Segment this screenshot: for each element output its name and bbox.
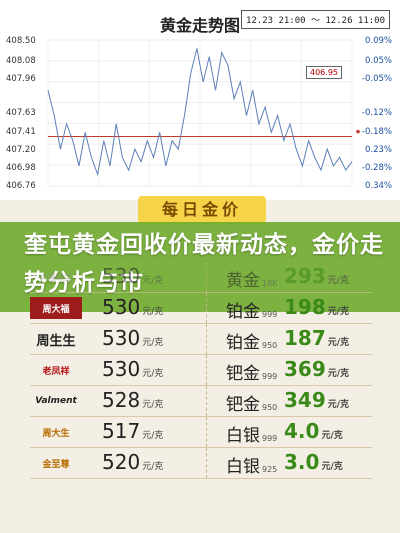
metal-price: 369 元/克: [284, 357, 350, 381]
headline-title[interactable]: 奎屯黄金回收价最新动态，金价走势分析与市: [24, 232, 384, 296]
brand-price: 530 元/克: [102, 357, 164, 381]
right-axis-tick: 0.23%: [364, 145, 392, 155]
table-row: 周大福 530 元/克 铂金 999 198 元/克: [30, 293, 372, 324]
right-axis-tick: -0.28%: [361, 163, 392, 173]
right-axis-tick: -0.18%: [361, 127, 392, 137]
left-axis-tick: 408.50: [6, 36, 36, 46]
metal-name: 白银 925: [226, 457, 278, 477]
brand-logo: 周大福: [30, 297, 82, 319]
brand-logo: 周大生: [42, 428, 70, 439]
date-range-box: 12.23 21:00 ～ 12.26 11:00: [240, 10, 390, 29]
metal-price: 349 元/克: [284, 388, 350, 412]
brand-price: 517 元/克: [102, 419, 164, 443]
brand-logo: 周生生: [36, 333, 76, 349]
left-axis-tick: 407.41: [6, 127, 36, 137]
metal-price: 198 元/克: [284, 295, 350, 319]
brand-price: 520 元/克: [102, 450, 164, 474]
metal-name: 白银 999: [226, 426, 278, 446]
table-row: 六福珠宝 530 元/克 黄金 18K 293 元/克: [30, 262, 372, 293]
price-table: 六福珠宝 530 元/克 黄金 18K 293 元/克 周大福 530 元/克 铂金 99…: [30, 262, 372, 479]
table-row: 金至尊 520 元/克 白银 925 3.0 元/克: [30, 448, 372, 479]
right-axis-tick: 0.09%: [364, 36, 392, 46]
metal-name: 钯金 950: [226, 395, 278, 415]
brand-price: 530 元/克: [102, 326, 164, 350]
current-price-tag: 406.95: [306, 66, 342, 79]
brand-logo: 金至尊: [42, 459, 70, 470]
metal-name: 铂金 950: [226, 333, 278, 353]
metal-price: 3.0 元/克: [284, 450, 343, 474]
left-axis-tick: 406.76: [6, 181, 36, 191]
metal-price: 293 元/克: [284, 264, 350, 288]
table-row: 老凤祥 530 元/克 钯金 999 369 元/克: [30, 355, 372, 386]
right-axis-tick: -0.05%: [361, 74, 392, 84]
gold-price-series-line: [47, 48, 353, 177]
left-axis-tick: 407.20: [6, 145, 36, 155]
brand-price: 528 元/克: [102, 388, 164, 412]
left-axis-tick: 408.08: [6, 56, 36, 66]
column-divider: [206, 324, 207, 354]
left-axis-tick: 407.96: [6, 74, 36, 84]
metal-price: 187 元/克: [284, 326, 350, 350]
column-divider: [206, 355, 207, 385]
brand-logo: 六福珠宝: [40, 272, 72, 282]
column-divider: [206, 448, 207, 478]
table-row: Valment 528 元/克 钯金 950 349 元/克: [30, 386, 372, 417]
column-divider: [206, 386, 207, 416]
metal-price: 4.0 元/克: [284, 419, 343, 443]
gold-trend-chart: [47, 39, 360, 187]
gold-chart-card: 黄金走势图 12.23 21:00 ～ 12.26 11:00 406.95 4…: [0, 0, 400, 200]
table-row: 周大生 517 元/克 白银 999 4.0 元/克: [30, 417, 372, 448]
brand-price: 530 元/克: [102, 295, 164, 319]
brand-price: 530 元/克: [102, 264, 164, 288]
brand-logo: Valment: [35, 396, 77, 406]
column-divider: [206, 262, 207, 292]
left-axis-tick: 407.63: [6, 108, 36, 118]
brand-logo: 老凤祥: [42, 366, 70, 377]
current-point-marker: [356, 129, 360, 134]
table-row: 周生生 530 元/克 铂金 950 187 元/克: [30, 324, 372, 355]
column-divider: [206, 417, 207, 447]
metal-name: 钯金 999: [226, 364, 278, 384]
metal-name: 铂金 999: [226, 302, 278, 322]
right-axis-tick: 0.05%: [364, 56, 392, 66]
daily-gold-price-plate: 每日金价: [138, 196, 266, 224]
metal-name: 黄金 18K: [226, 271, 278, 291]
right-axis-tick: -0.12%: [361, 108, 392, 118]
right-axis-tick: 0.34%: [364, 181, 392, 191]
chart-title: 黄金走势图: [159, 16, 240, 35]
column-divider: [206, 293, 207, 323]
left-axis-tick: 406.98: [6, 163, 36, 173]
